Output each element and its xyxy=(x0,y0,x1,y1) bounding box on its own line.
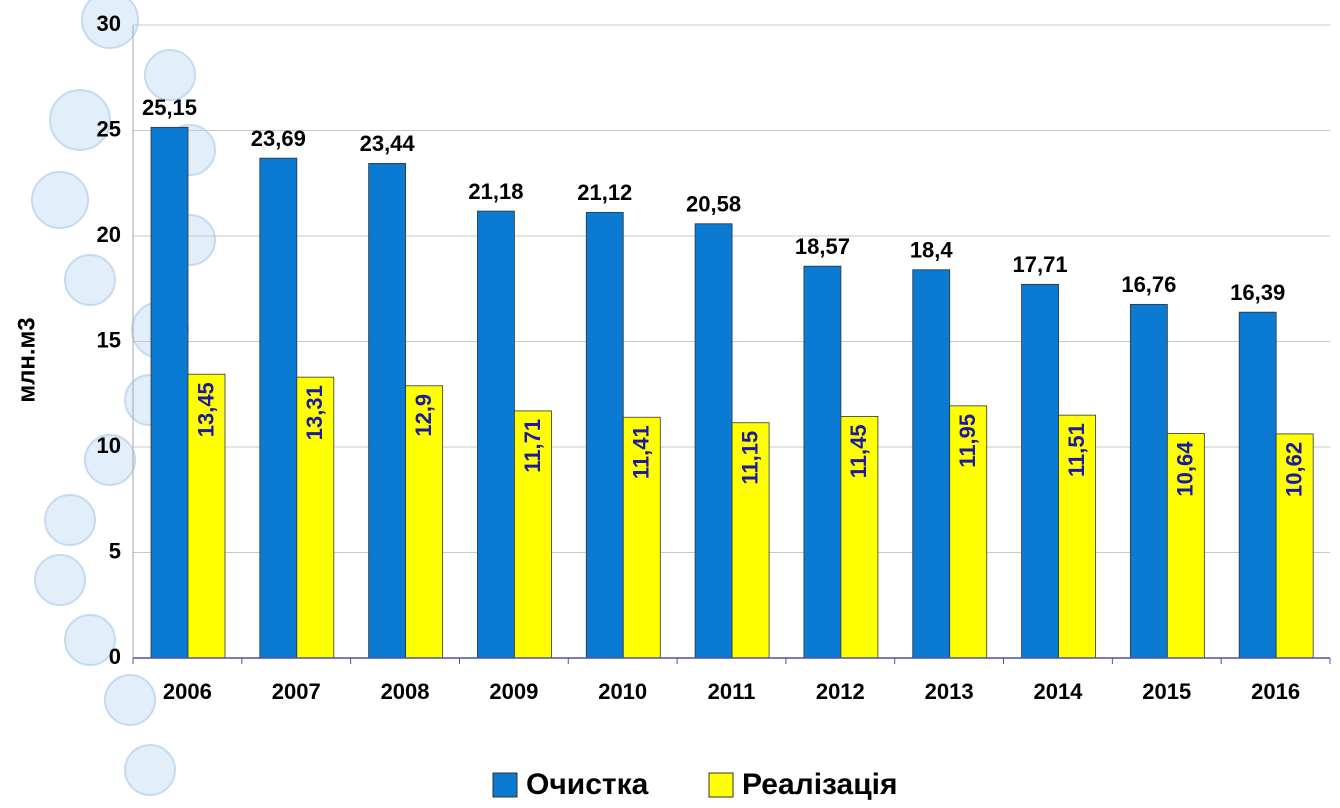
value-label: 21,18 xyxy=(468,179,523,204)
value-label: 11,71 xyxy=(520,419,545,473)
value-label: 23,44 xyxy=(360,131,416,156)
y-tick-label: 30 xyxy=(97,11,121,36)
bar xyxy=(368,163,407,659)
bar xyxy=(585,211,624,659)
bar xyxy=(187,373,226,659)
bar xyxy=(1058,414,1096,659)
legend-label: Реалізація xyxy=(742,768,898,801)
bar xyxy=(514,410,552,659)
y-tick-label: 10 xyxy=(97,433,121,458)
x-tick-label: 2008 xyxy=(381,679,430,704)
value-label: 13,31 xyxy=(302,385,327,440)
bar xyxy=(1238,311,1277,659)
bar xyxy=(1129,303,1168,659)
value-label: 11,51 xyxy=(1064,423,1089,477)
y-tick-label: 25 xyxy=(97,116,121,141)
x-tick-label: 2009 xyxy=(489,679,538,704)
x-tick-label: 2011 xyxy=(708,679,756,704)
y-tick-label: 0 xyxy=(109,644,121,669)
y-tick-label: 20 xyxy=(97,222,121,247)
bar xyxy=(1166,433,1205,659)
legend-label: Очистка xyxy=(526,768,649,801)
y-tick-label: 15 xyxy=(97,327,121,352)
bar xyxy=(949,405,988,659)
value-label: 18,4 xyxy=(910,238,954,263)
value-label: 18,57 xyxy=(795,234,850,259)
bar xyxy=(405,385,444,659)
value-label: 10,64 xyxy=(1173,441,1198,497)
value-label: 10,62 xyxy=(1281,442,1306,497)
bar xyxy=(840,416,879,659)
value-label: 20,58 xyxy=(686,192,741,217)
value-label: 11,15 xyxy=(737,431,762,485)
value-label: 21,12 xyxy=(577,180,632,205)
bar xyxy=(296,376,335,659)
bar xyxy=(731,422,770,659)
x-tick-label: 2010 xyxy=(598,679,647,704)
bar xyxy=(150,126,189,659)
value-label: 16,76 xyxy=(1121,272,1176,297)
x-tick-label: 2014 xyxy=(1033,679,1083,704)
value-label: 16,39 xyxy=(1230,280,1285,305)
bar xyxy=(694,223,733,659)
bar xyxy=(1275,433,1314,659)
value-label: 13,45 xyxy=(193,382,218,437)
x-tick-label: 2016 xyxy=(1251,679,1300,704)
x-tick-label: 2015 xyxy=(1142,679,1191,704)
value-label: 12,9 xyxy=(411,394,436,437)
x-tick-label: 2013 xyxy=(925,679,974,704)
x-tick-label: 2006 xyxy=(163,679,212,704)
value-label: 11,45 xyxy=(846,424,871,478)
x-tick-label: 2007 xyxy=(272,679,321,704)
bar xyxy=(477,210,515,659)
y-tick-label: 5 xyxy=(109,538,121,563)
value-label: 23,69 xyxy=(251,126,306,151)
value-label: 11,41 xyxy=(629,425,654,479)
bar xyxy=(1021,283,1059,659)
bar xyxy=(259,157,298,659)
value-label: 11,95 xyxy=(955,414,980,468)
legend-swatch xyxy=(492,772,518,798)
y-axis-label: млн.м3 xyxy=(13,317,40,402)
value-label: 25,15 xyxy=(142,95,197,120)
legend-swatch xyxy=(708,772,734,798)
bar xyxy=(912,269,951,659)
x-tick-label: 2012 xyxy=(816,679,865,704)
bar xyxy=(622,416,661,659)
bar xyxy=(803,265,842,659)
value-label: 17,71 xyxy=(1013,252,1068,277)
